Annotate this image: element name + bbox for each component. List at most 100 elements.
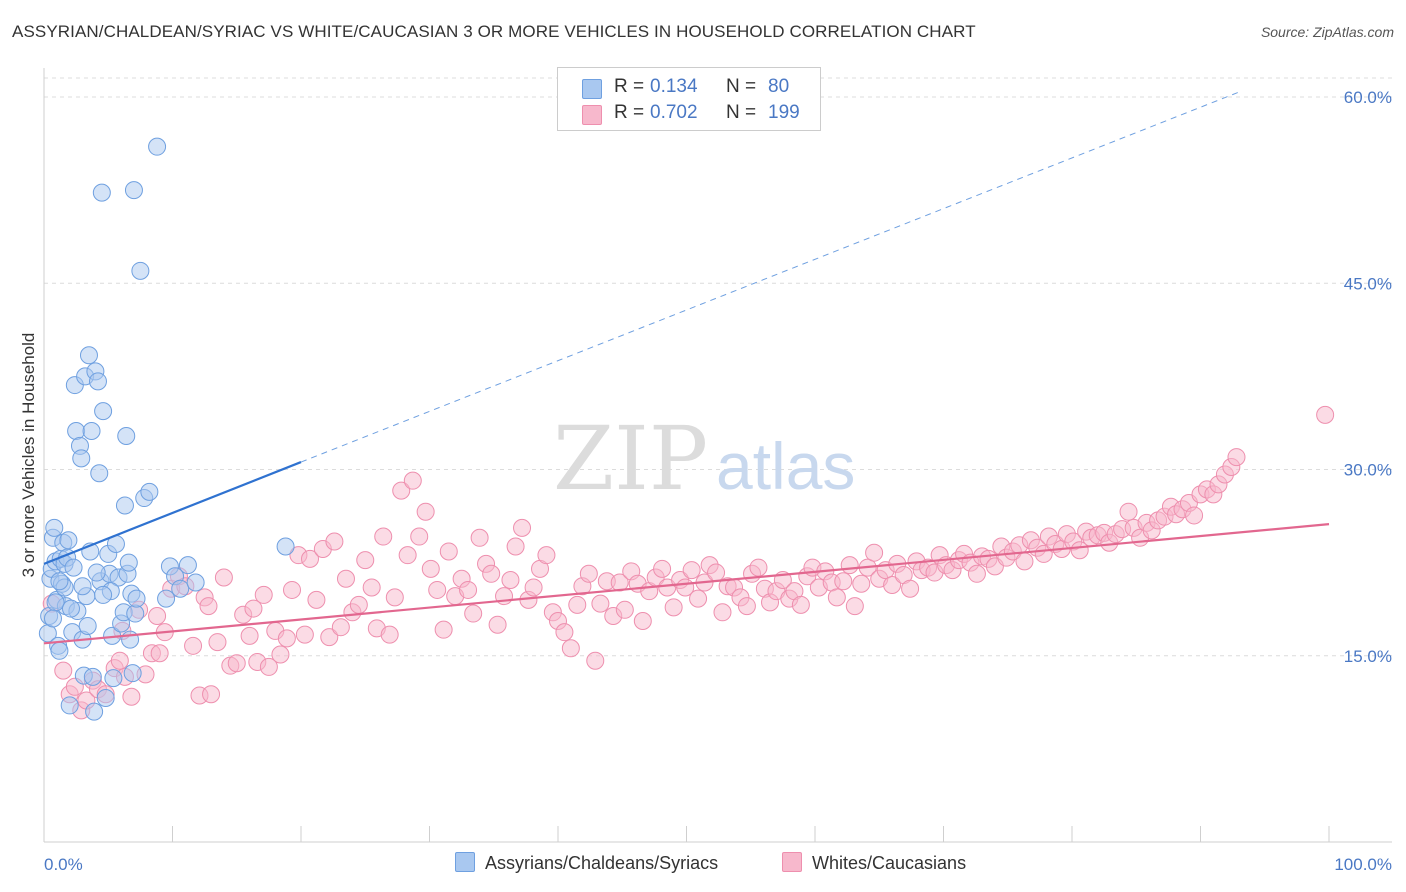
white-point bbox=[416, 502, 435, 521]
white-point bbox=[148, 607, 167, 626]
white-point bbox=[488, 615, 507, 634]
white-point bbox=[271, 645, 290, 664]
assyrian-point bbox=[186, 573, 205, 592]
data-points bbox=[38, 137, 1335, 721]
legend-n-label: N = bbox=[726, 102, 757, 123]
white-point bbox=[555, 623, 574, 642]
white-point bbox=[208, 633, 227, 652]
white-point bbox=[561, 639, 580, 658]
legend-row-white: R = 0.702 N = 199 bbox=[558, 101, 820, 127]
white-point bbox=[199, 597, 218, 616]
white-point bbox=[579, 564, 598, 583]
white-point bbox=[707, 563, 726, 582]
white-point bbox=[410, 527, 429, 546]
assyrian-point bbox=[50, 641, 69, 660]
legend-swatch-blue bbox=[455, 852, 475, 872]
assyrian-point bbox=[96, 688, 115, 707]
white-point bbox=[459, 580, 478, 599]
assyrian-point bbox=[67, 422, 86, 441]
white-point bbox=[653, 559, 672, 578]
white-point bbox=[325, 532, 344, 551]
white-point bbox=[283, 580, 302, 599]
white-point bbox=[54, 661, 73, 680]
assyrian-point bbox=[82, 422, 101, 441]
white-point bbox=[615, 600, 634, 619]
white-point bbox=[506, 537, 525, 556]
assyrian-point bbox=[94, 585, 113, 604]
white-point bbox=[403, 471, 422, 490]
legend-n-label: N = bbox=[726, 76, 757, 97]
white-point bbox=[336, 569, 355, 588]
white-point bbox=[524, 578, 543, 597]
x-ticks bbox=[43, 826, 1330, 842]
y-tick-label: 15.0% bbox=[1344, 647, 1392, 666]
white-point bbox=[883, 575, 902, 594]
assyrian-point bbox=[92, 183, 111, 202]
assyrian-point bbox=[72, 449, 91, 468]
white-point bbox=[244, 599, 263, 618]
white-point bbox=[240, 626, 259, 645]
white-point bbox=[110, 651, 129, 670]
legend-n-value: 80 bbox=[768, 76, 790, 97]
assyrian-point bbox=[127, 589, 146, 608]
white-point bbox=[791, 595, 810, 614]
white-point bbox=[122, 687, 141, 706]
white-point bbox=[254, 585, 273, 604]
white-trend-line bbox=[43, 523, 1330, 645]
white-point bbox=[439, 542, 458, 561]
y-tick-labels: 15.0% 30.0% 45.0% 60.0% bbox=[1344, 88, 1392, 666]
axes bbox=[43, 68, 1392, 843]
white-point bbox=[392, 481, 411, 500]
assyrian-point bbox=[171, 579, 190, 598]
assyrian-trend-line bbox=[43, 461, 302, 565]
white-point bbox=[501, 571, 520, 590]
white-point bbox=[184, 636, 203, 655]
legend-swatch-blue bbox=[582, 79, 602, 99]
assyrian-point bbox=[123, 664, 142, 683]
white-point bbox=[513, 518, 532, 537]
watermark-zip: ZIP bbox=[553, 407, 708, 510]
white-point bbox=[362, 578, 381, 597]
white-point bbox=[865, 543, 884, 562]
white-point bbox=[749, 558, 768, 577]
white-point bbox=[398, 546, 417, 565]
assyrian-point bbox=[73, 577, 92, 596]
white-point bbox=[1185, 506, 1204, 525]
white-point bbox=[428, 580, 447, 599]
y-tick-label: 60.0% bbox=[1344, 88, 1392, 107]
white-point bbox=[633, 611, 652, 630]
white-point bbox=[1119, 502, 1138, 521]
white-point bbox=[202, 685, 221, 704]
white-point bbox=[664, 598, 683, 617]
assyrian-point bbox=[121, 630, 140, 649]
legend-label-whites: Whites/Caucasians bbox=[812, 853, 967, 873]
legend-r-label: R = bbox=[614, 76, 645, 97]
assyrian-point bbox=[178, 556, 197, 575]
legend-r-label: R = bbox=[614, 102, 645, 123]
white-point bbox=[1015, 552, 1034, 571]
white-point bbox=[1227, 448, 1246, 467]
assyrian-point bbox=[276, 537, 295, 556]
assyrian-point bbox=[64, 558, 83, 577]
white-point bbox=[434, 620, 453, 639]
assyrian-point bbox=[88, 372, 107, 391]
x-tick-label-min: 0.0% bbox=[44, 855, 83, 874]
watermark: ZIP atlas bbox=[553, 407, 855, 510]
white-point bbox=[827, 588, 846, 607]
legend-item-whites: Whites/Caucasians bbox=[782, 852, 966, 874]
assyrian-point bbox=[59, 531, 78, 550]
legend-r-value: 0.702 bbox=[650, 102, 698, 123]
assyrian-point bbox=[148, 137, 167, 156]
x-tick-label-max: 100.0% bbox=[1334, 855, 1392, 874]
white-point bbox=[852, 574, 871, 593]
legend-label-assyrians: Assyrians/Chaldeans/Syriacs bbox=[485, 853, 719, 873]
white-point bbox=[349, 595, 368, 614]
assyrian-point bbox=[140, 482, 159, 501]
white-point bbox=[737, 597, 756, 616]
white-point bbox=[295, 625, 314, 644]
stats-legend: R = 0.134 N = 80 R = 0.702 N = 199 bbox=[557, 67, 821, 131]
white-point bbox=[356, 551, 375, 570]
white-point bbox=[967, 564, 986, 583]
white-point bbox=[689, 589, 708, 608]
